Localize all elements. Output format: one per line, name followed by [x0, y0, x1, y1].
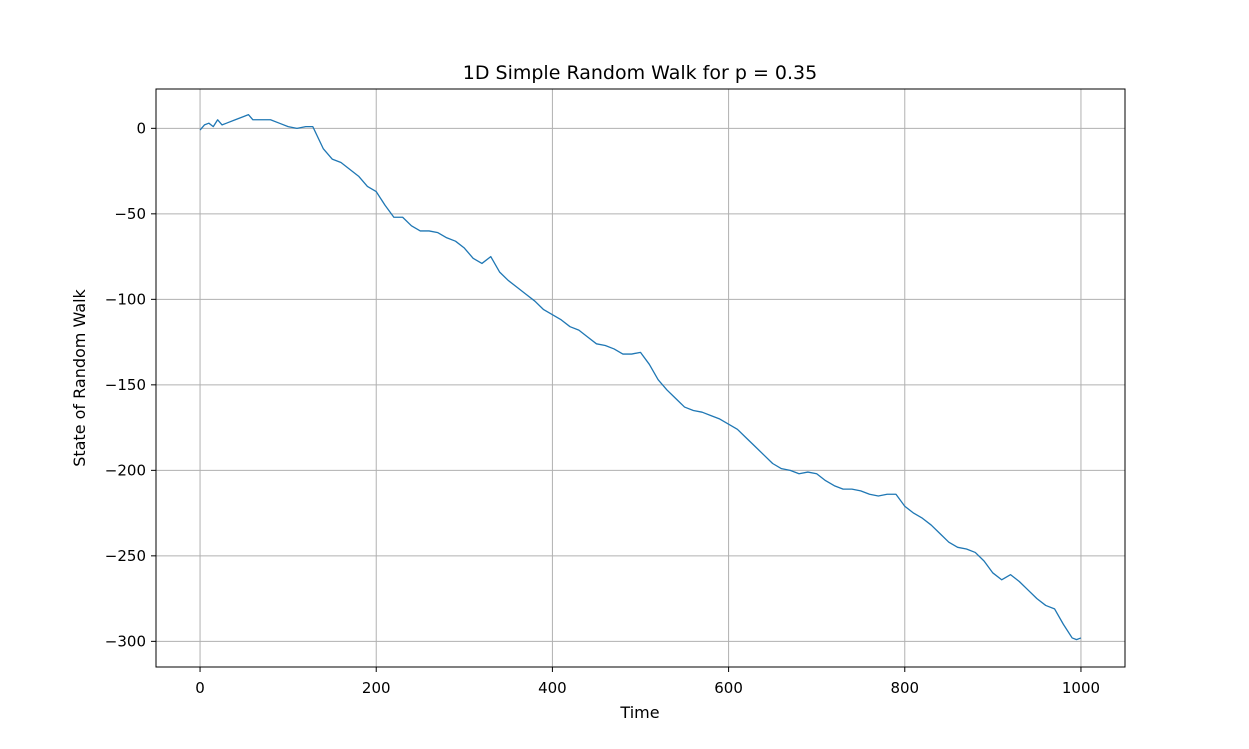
x-tick-label: 600	[714, 679, 743, 697]
y-tick-label: −50	[114, 205, 146, 223]
y-tick-label: 0	[136, 119, 146, 137]
y-axis-ticks: 0 −50 −100 −150 −200 −250 −300	[105, 119, 156, 650]
x-axis-ticks: 0 200 400 600 800 1000	[195, 667, 1100, 697]
chart-title: 1D Simple Random Walk for p = 0.35	[463, 62, 817, 84]
grid-lines	[156, 89, 1125, 667]
y-tick-label: −150	[105, 376, 146, 394]
y-tick-label: −100	[105, 290, 146, 308]
x-tick-label: 200	[362, 679, 391, 697]
y-tick-label: −200	[105, 461, 146, 479]
series-line	[199, 114, 1082, 641]
x-axis-label: Time	[619, 703, 659, 722]
plot-area-frame	[155, 88, 1126, 668]
y-axis-label: State of Random Walk	[70, 288, 89, 466]
x-tick-label: 400	[538, 679, 567, 697]
x-tick-label: 800	[890, 679, 919, 697]
y-tick-label: −300	[105, 632, 146, 650]
x-tick-label: 0	[195, 679, 205, 697]
x-tick-label: 1000	[1062, 679, 1100, 697]
y-tick-label: −250	[105, 547, 146, 565]
